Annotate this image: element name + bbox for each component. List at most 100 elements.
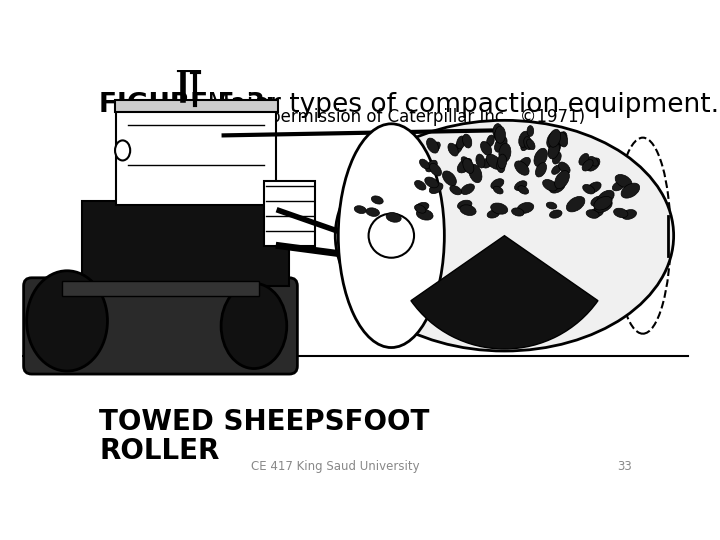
- Ellipse shape: [586, 210, 599, 218]
- Ellipse shape: [499, 143, 511, 163]
- Ellipse shape: [426, 160, 437, 172]
- Ellipse shape: [518, 186, 528, 194]
- Ellipse shape: [495, 126, 505, 143]
- Ellipse shape: [549, 181, 565, 193]
- Ellipse shape: [420, 159, 429, 169]
- Ellipse shape: [450, 186, 462, 195]
- Ellipse shape: [546, 202, 557, 209]
- Ellipse shape: [621, 183, 639, 198]
- Ellipse shape: [416, 209, 433, 220]
- Text: ROLLER: ROLLER: [99, 437, 220, 465]
- Ellipse shape: [518, 157, 531, 170]
- Ellipse shape: [549, 130, 561, 147]
- Ellipse shape: [579, 153, 589, 165]
- Ellipse shape: [469, 164, 482, 183]
- Ellipse shape: [613, 208, 628, 218]
- Ellipse shape: [498, 154, 507, 169]
- Ellipse shape: [588, 182, 601, 193]
- Ellipse shape: [567, 197, 585, 212]
- Bar: [264, 180, 315, 246]
- Ellipse shape: [491, 179, 504, 189]
- Ellipse shape: [552, 165, 561, 174]
- Ellipse shape: [495, 131, 502, 143]
- Ellipse shape: [582, 185, 595, 194]
- Ellipse shape: [594, 197, 612, 210]
- Ellipse shape: [425, 177, 438, 188]
- Ellipse shape: [558, 132, 567, 147]
- Ellipse shape: [493, 124, 503, 139]
- Ellipse shape: [495, 137, 507, 152]
- Ellipse shape: [548, 142, 559, 159]
- Ellipse shape: [582, 159, 593, 171]
- Text: TOWED SHEEPSFOOT: TOWED SHEEPSFOOT: [99, 408, 430, 436]
- Ellipse shape: [536, 163, 546, 177]
- Ellipse shape: [523, 137, 532, 150]
- Ellipse shape: [517, 202, 534, 213]
- Ellipse shape: [549, 141, 561, 157]
- Ellipse shape: [476, 154, 485, 168]
- Ellipse shape: [456, 136, 465, 149]
- Ellipse shape: [518, 131, 529, 147]
- Ellipse shape: [432, 142, 440, 152]
- Ellipse shape: [27, 271, 107, 371]
- Ellipse shape: [430, 163, 441, 176]
- Ellipse shape: [526, 139, 535, 150]
- Ellipse shape: [366, 208, 379, 217]
- Ellipse shape: [549, 210, 562, 218]
- Ellipse shape: [415, 205, 426, 213]
- Ellipse shape: [486, 154, 501, 169]
- Ellipse shape: [543, 179, 557, 191]
- Text: CE 417 King Saud University: CE 417 King Saud University: [251, 460, 420, 473]
- Ellipse shape: [558, 132, 567, 145]
- Ellipse shape: [457, 158, 472, 173]
- Ellipse shape: [546, 131, 559, 148]
- Ellipse shape: [480, 141, 492, 156]
- Ellipse shape: [462, 157, 470, 166]
- Ellipse shape: [443, 171, 456, 186]
- Bar: [114, 100, 278, 112]
- Ellipse shape: [587, 158, 600, 171]
- Ellipse shape: [549, 142, 557, 152]
- Ellipse shape: [491, 203, 508, 214]
- Ellipse shape: [521, 140, 529, 151]
- Ellipse shape: [552, 152, 561, 164]
- Ellipse shape: [515, 161, 529, 176]
- Ellipse shape: [487, 135, 494, 146]
- Ellipse shape: [221, 284, 287, 368]
- Ellipse shape: [598, 190, 614, 205]
- Ellipse shape: [115, 140, 130, 160]
- Ellipse shape: [448, 143, 459, 156]
- Ellipse shape: [454, 142, 462, 153]
- Ellipse shape: [461, 184, 474, 194]
- Ellipse shape: [426, 138, 438, 153]
- Ellipse shape: [336, 120, 674, 351]
- Ellipse shape: [515, 181, 527, 191]
- Text: Major types of compaction equipment.: Major types of compaction equipment.: [199, 92, 719, 118]
- Bar: [82, 200, 289, 286]
- Ellipse shape: [338, 124, 444, 348]
- Ellipse shape: [460, 205, 476, 215]
- FancyBboxPatch shape: [115, 105, 276, 205]
- Text: (Reprinted by permission of Caterpillar Inc., ©1971): (Reprinted by permission of Caterpillar …: [153, 109, 585, 126]
- Ellipse shape: [559, 162, 570, 173]
- Text: 33: 33: [618, 460, 632, 473]
- Ellipse shape: [527, 126, 534, 137]
- Ellipse shape: [612, 181, 624, 191]
- Ellipse shape: [415, 202, 429, 211]
- Ellipse shape: [482, 157, 494, 168]
- Ellipse shape: [590, 208, 603, 217]
- Ellipse shape: [369, 214, 414, 258]
- Ellipse shape: [497, 159, 505, 173]
- Text: FIGURE 5-3:: FIGURE 5-3:: [99, 92, 276, 118]
- Ellipse shape: [462, 134, 472, 148]
- Ellipse shape: [487, 210, 500, 218]
- Bar: [62, 281, 259, 296]
- Ellipse shape: [588, 157, 598, 166]
- Wedge shape: [411, 235, 598, 349]
- Ellipse shape: [386, 213, 401, 222]
- Ellipse shape: [429, 183, 443, 194]
- Ellipse shape: [493, 186, 503, 194]
- Ellipse shape: [621, 210, 636, 219]
- Ellipse shape: [615, 174, 632, 188]
- Ellipse shape: [463, 158, 474, 173]
